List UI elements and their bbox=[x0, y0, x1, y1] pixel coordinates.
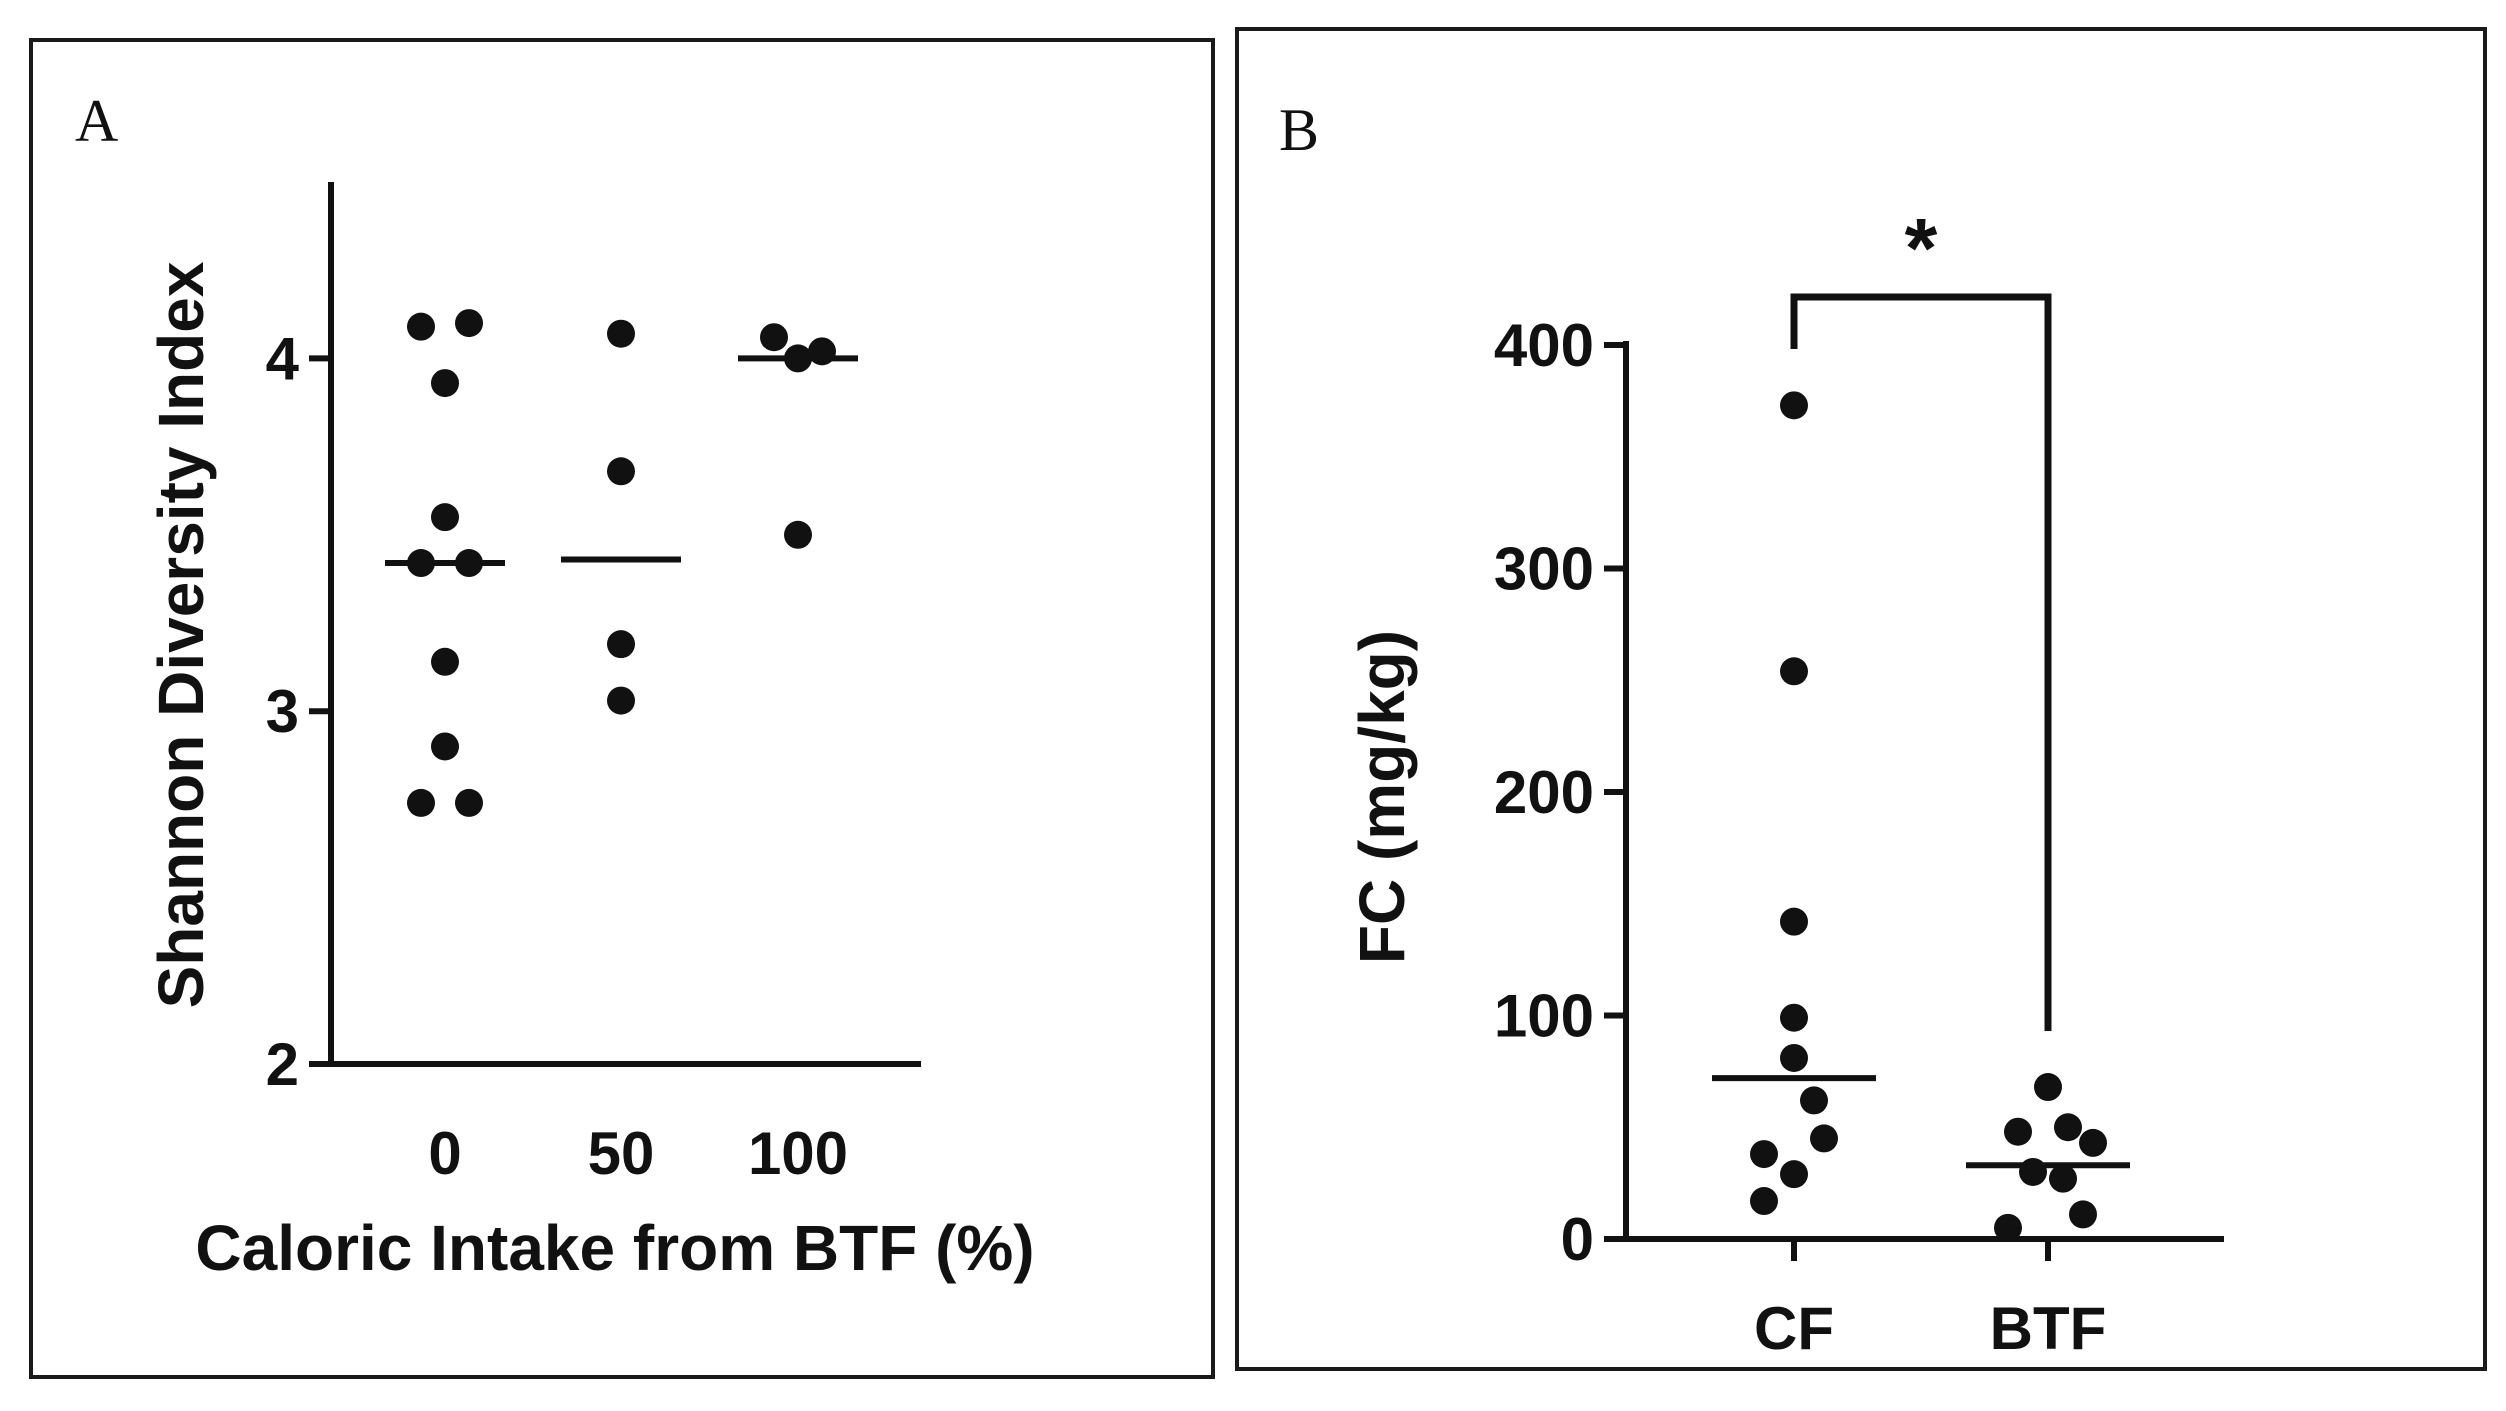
data-point bbox=[1780, 391, 1808, 420]
data-point bbox=[784, 520, 812, 549]
data-point bbox=[431, 647, 459, 676]
data-point bbox=[2054, 1113, 2082, 1142]
x-axis-title: Caloric Intake from BTF (%) bbox=[195, 1212, 1034, 1284]
data-point bbox=[1750, 1140, 1778, 1169]
y-axis-title: FC (mg/kg) bbox=[1346, 630, 1418, 964]
data-point bbox=[407, 312, 435, 341]
data-point bbox=[1994, 1213, 2022, 1242]
data-point bbox=[2004, 1117, 2032, 1146]
data-point bbox=[1780, 1160, 1808, 1189]
data-point bbox=[1800, 1086, 1828, 1115]
y-tick-label: 0 bbox=[1561, 1206, 1594, 1273]
y-tick-label: 300 bbox=[1494, 536, 1594, 603]
data-point bbox=[431, 369, 459, 398]
data-point bbox=[2069, 1200, 2097, 1229]
data-point bbox=[607, 319, 635, 348]
chart-a: 2 3 4 0 50 100 Caloric Intake from BTF (%) Shan… bbox=[145, 182, 1035, 1284]
y-axis-title: Shannon Diversity Index bbox=[145, 261, 217, 1008]
data-point bbox=[2019, 1157, 2047, 1186]
y-tick-label: 3 bbox=[266, 678, 299, 745]
significance-star: * bbox=[1905, 201, 1938, 295]
data-point bbox=[2079, 1128, 2107, 1157]
data-point bbox=[607, 686, 635, 715]
data-point bbox=[607, 457, 635, 486]
x-tick-label: 100 bbox=[748, 1120, 848, 1187]
data-point bbox=[2049, 1164, 2077, 1193]
data-point bbox=[455, 309, 483, 338]
data-point bbox=[607, 630, 635, 659]
data-point bbox=[431, 732, 459, 761]
x-tick-label: CF bbox=[1754, 1295, 1834, 1362]
y-tick-label: 400 bbox=[1494, 312, 1594, 379]
chart-b: 0 100 200 300 400 CF BTF FC (mg/kg) * bbox=[1346, 201, 2224, 1362]
data-point bbox=[431, 503, 459, 532]
x-tick-label: 50 bbox=[588, 1120, 655, 1187]
data-point bbox=[1780, 657, 1808, 686]
data-point bbox=[1810, 1124, 1838, 1153]
significance-bracket bbox=[1790, 293, 2052, 1031]
panel-b: B 0 100 200 300 400 CF BTF FC (mg/kg) * bbox=[1235, 27, 2487, 1371]
data-point bbox=[1750, 1187, 1778, 1216]
y-tick-label: 100 bbox=[1494, 983, 1594, 1050]
data-point bbox=[1780, 1003, 1808, 1032]
data-point bbox=[407, 788, 435, 817]
data-point bbox=[1780, 907, 1808, 936]
x-tick-label: 0 bbox=[428, 1120, 461, 1187]
data-point bbox=[455, 788, 483, 817]
panel-a-letter: A bbox=[75, 88, 119, 154]
y-tick-label: 2 bbox=[266, 1031, 299, 1098]
data-point bbox=[1780, 1043, 1808, 1072]
panel-b-letter: B bbox=[1279, 97, 1320, 163]
data-point bbox=[2034, 1073, 2062, 1102]
data-point bbox=[760, 323, 788, 352]
panel-a: A 2 3 4 0 50 100 Caloric Intake from BTF (%) Sh… bbox=[29, 38, 1215, 1379]
x-tick-label: BTF bbox=[1990, 1295, 2107, 1362]
y-tick-label: 200 bbox=[1494, 759, 1594, 826]
y-tick-label: 4 bbox=[266, 325, 300, 392]
